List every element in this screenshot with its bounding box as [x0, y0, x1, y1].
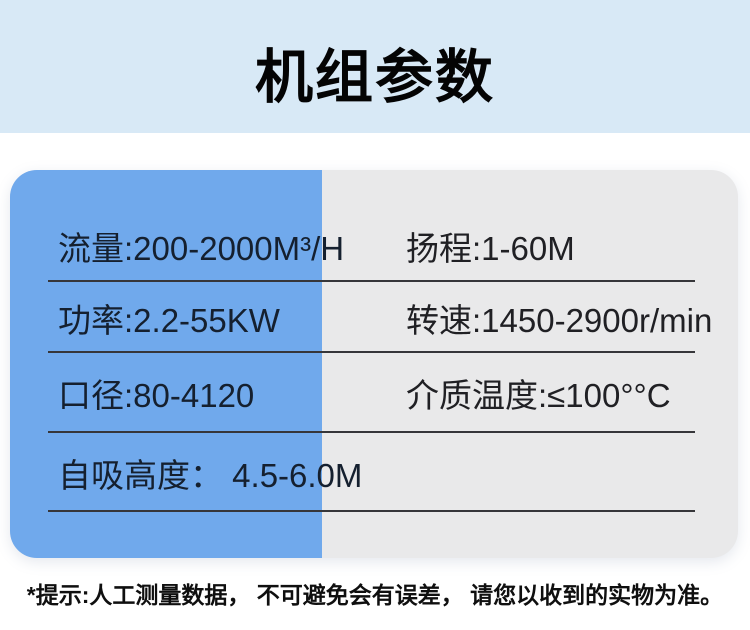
spec-cell-flow: 流量:200-2000M³/H — [58, 230, 345, 267]
spec-table-left-panel — [10, 170, 322, 558]
spec-table-rows: 流量:200-2000M³/H 扬程:1-60M 功率:2.2-55KW 转速:… — [10, 170, 738, 558]
spec-cell-suction-height: 自吸高度： 4.5-6.0M — [58, 456, 363, 494]
spec-cell-head: 扬程:1-60M — [406, 230, 575, 267]
table-row: 口径:80-4120 介质温度:≤100°°C — [10, 353, 738, 433]
table-row: 自吸高度： 4.5-6.0M — [10, 433, 738, 512]
spec-table: 流量:200-2000M³/H 扬程:1-60M 功率:2.2-55KW 转速:… — [10, 170, 738, 558]
spec-cell-diameter: 口径:80-4120 — [58, 377, 255, 414]
spec-cell-speed: 转速:1450-2900r/min — [406, 301, 713, 339]
disclaimer-note: *提示:人工测量数据， 不可避免会有误差， 请您以收到的实物为准。 — [26, 582, 724, 608]
spec-cell-medium-temp: 介质温度:≤100°°C — [406, 377, 671, 414]
spec-cell-empty — [322, 433, 738, 512]
title-banner: 机组参数 — [0, 0, 750, 133]
page-title: 机组参数 — [254, 44, 495, 110]
table-row: 功率:2.2-55KW 转速:1450-2900r/min — [10, 282, 738, 353]
table-row: 流量:200-2000M³/H 扬程:1-60M — [10, 210, 738, 282]
spec-cell-power: 功率:2.2-55KW — [58, 301, 280, 339]
